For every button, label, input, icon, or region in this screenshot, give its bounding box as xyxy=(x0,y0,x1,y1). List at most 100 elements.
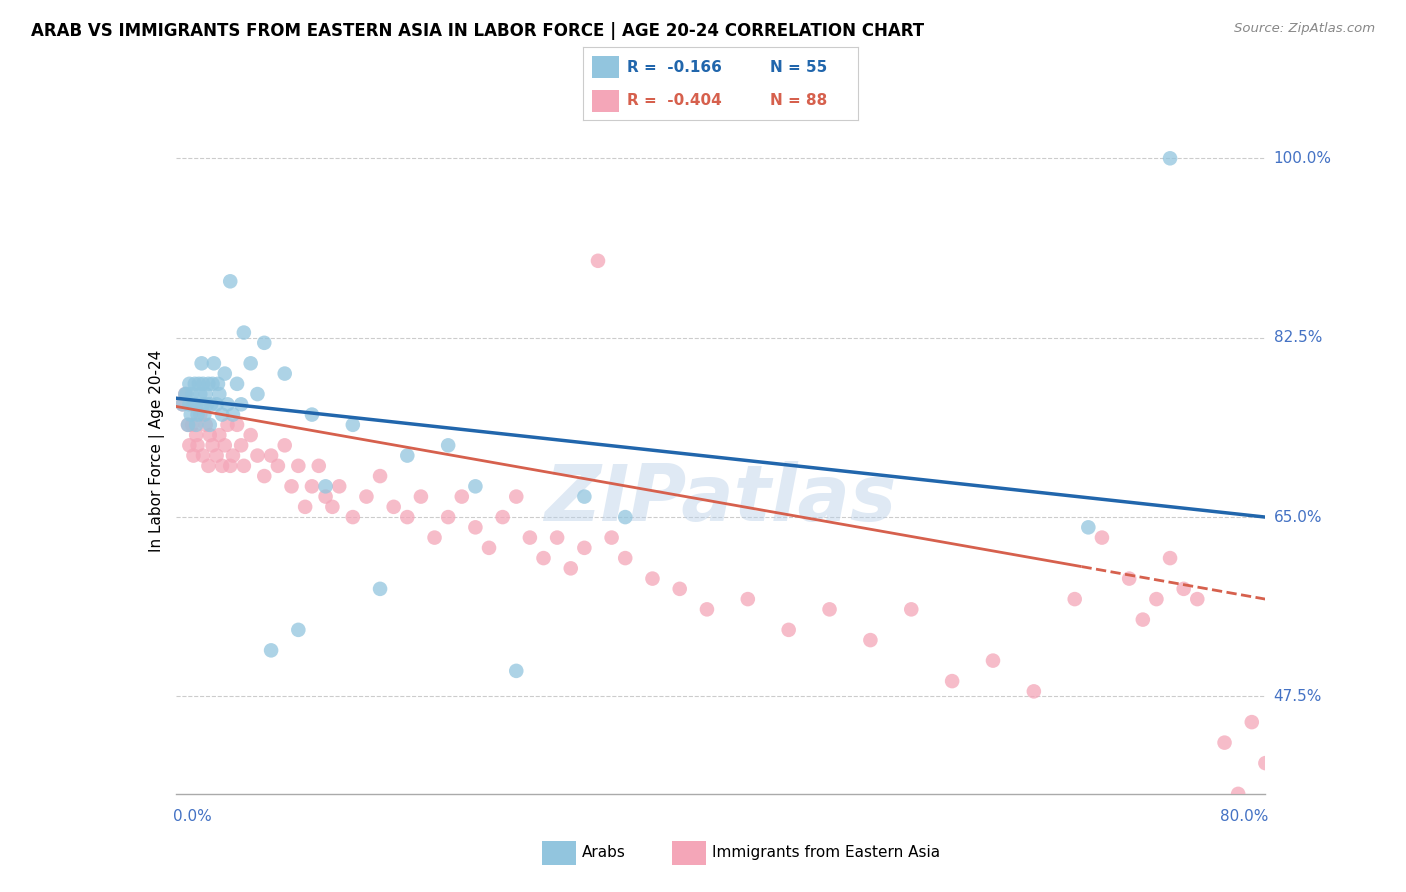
Point xyxy=(239,356,262,370)
Point xyxy=(368,582,391,596)
Point xyxy=(174,387,197,401)
Text: N = 88: N = 88 xyxy=(770,93,827,108)
Text: 80.0%: 80.0% xyxy=(1220,809,1268,824)
Point xyxy=(409,490,432,504)
Point xyxy=(232,326,254,340)
Point xyxy=(179,438,201,452)
Point xyxy=(260,449,283,463)
Point xyxy=(614,510,637,524)
Bar xyxy=(672,841,706,864)
Point xyxy=(450,490,472,504)
Point xyxy=(232,458,254,473)
Point xyxy=(246,387,269,401)
Point xyxy=(600,531,623,545)
Point xyxy=(172,397,194,411)
Point xyxy=(396,449,419,463)
Point xyxy=(696,602,718,616)
Point xyxy=(478,541,501,555)
Point xyxy=(342,510,364,524)
Point xyxy=(181,387,204,401)
Point xyxy=(1187,592,1209,607)
Point xyxy=(217,397,239,411)
Point xyxy=(194,387,217,401)
Point xyxy=(194,417,217,432)
Point xyxy=(818,602,841,616)
Point xyxy=(186,408,209,422)
Point xyxy=(668,582,690,596)
Point xyxy=(207,376,229,391)
Point xyxy=(280,479,302,493)
Point xyxy=(941,674,963,689)
Point xyxy=(205,397,228,411)
Point xyxy=(188,387,211,401)
Point xyxy=(267,458,290,473)
Text: Arabs: Arabs xyxy=(582,846,626,860)
Point xyxy=(253,335,276,350)
Point xyxy=(574,490,596,504)
Point xyxy=(301,408,323,422)
Point xyxy=(201,376,224,391)
Text: 0.0%: 0.0% xyxy=(173,809,212,824)
Text: 100.0%: 100.0% xyxy=(1274,151,1331,166)
Bar xyxy=(592,90,619,112)
Point xyxy=(187,376,209,391)
Point xyxy=(183,397,205,411)
Point xyxy=(614,551,637,566)
Point xyxy=(1091,531,1114,545)
Point xyxy=(226,417,249,432)
Point xyxy=(208,428,231,442)
Point xyxy=(186,428,208,442)
Point xyxy=(1322,817,1344,831)
Point xyxy=(533,551,555,566)
Point xyxy=(174,387,197,401)
Point xyxy=(186,397,208,411)
Point xyxy=(315,479,337,493)
Text: N = 55: N = 55 xyxy=(770,60,827,75)
Point xyxy=(900,602,922,616)
Point xyxy=(1295,787,1317,801)
Point xyxy=(342,417,364,432)
Point xyxy=(214,438,236,452)
Text: 65.0%: 65.0% xyxy=(1274,509,1322,524)
Point xyxy=(546,531,568,545)
Point xyxy=(190,356,212,370)
Point xyxy=(505,490,527,504)
Point xyxy=(287,623,309,637)
Point xyxy=(981,654,1004,668)
Point xyxy=(778,623,800,637)
Point xyxy=(1173,582,1195,596)
Point xyxy=(464,479,486,493)
Point xyxy=(519,531,541,545)
Point xyxy=(222,408,245,422)
Point xyxy=(179,397,201,411)
Point xyxy=(186,438,209,452)
Point xyxy=(231,438,253,452)
Point xyxy=(198,428,221,442)
Point xyxy=(193,408,215,422)
Point xyxy=(176,387,198,401)
Text: 82.5%: 82.5% xyxy=(1274,330,1322,345)
Point xyxy=(179,376,201,391)
Bar xyxy=(543,841,576,864)
Point xyxy=(253,469,276,483)
Point xyxy=(200,397,222,411)
Point xyxy=(239,428,262,442)
Point xyxy=(274,438,297,452)
Point xyxy=(382,500,405,514)
Point xyxy=(1254,756,1277,771)
Point xyxy=(217,417,239,432)
Point xyxy=(183,449,205,463)
Point xyxy=(188,408,211,422)
Point xyxy=(214,367,236,381)
Point xyxy=(356,490,378,504)
Point xyxy=(191,397,214,411)
Point xyxy=(197,376,219,391)
Point xyxy=(184,376,207,391)
Point xyxy=(172,397,194,411)
Point xyxy=(315,490,337,504)
Point xyxy=(737,592,759,607)
Point xyxy=(198,417,221,432)
Point xyxy=(231,397,253,411)
Point xyxy=(177,417,200,432)
Point xyxy=(274,367,297,381)
